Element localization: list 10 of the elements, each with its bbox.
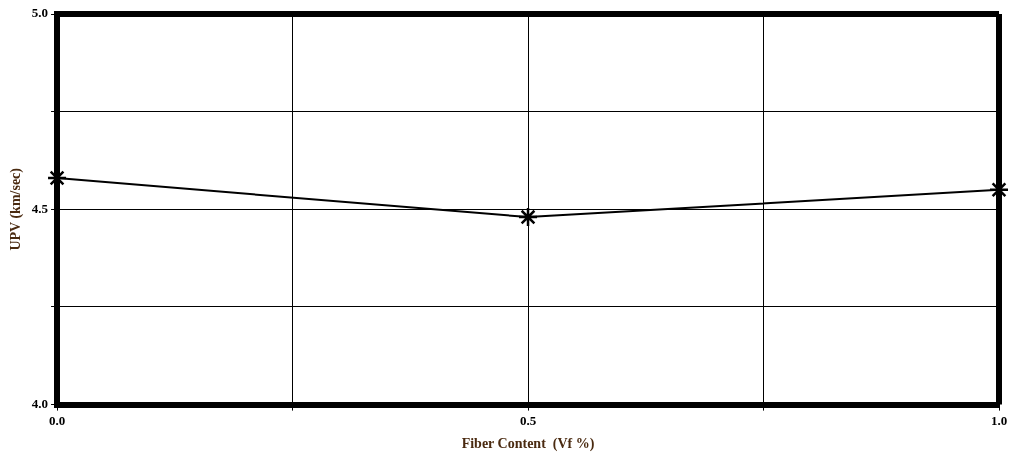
x-tick-label: 0.5 [519,412,537,428]
point [46,167,68,189]
y-tick-label: 5.0 [31,5,49,21]
y-tick-label: 4.5 [31,200,49,216]
y-axis-title: UPV (km/sec) [8,167,25,251]
y-tick-label: 4.0 [31,395,49,411]
x-tick-label: 0.0 [48,412,66,428]
x-axis-title: Fiber Content (Vf %) [461,436,595,453]
x-tick-label: 1.0 [990,412,1008,428]
point [517,206,539,228]
